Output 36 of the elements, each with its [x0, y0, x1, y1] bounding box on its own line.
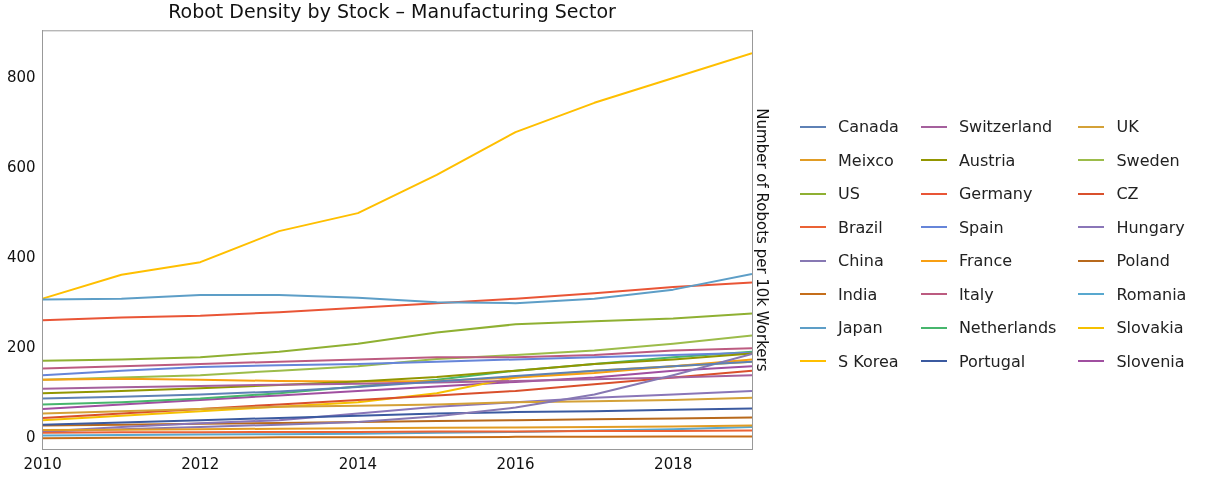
- x-tick-label: 2016: [496, 454, 535, 473]
- legend-label: Poland: [1116, 251, 1170, 271]
- legend-label: France: [958, 251, 1013, 271]
- legend-label: CZ: [1116, 184, 1139, 204]
- y-tick-label: 600: [6, 157, 36, 176]
- legend-label: Slovakia: [1116, 318, 1184, 338]
- legend-label: Germany: [958, 184, 1033, 204]
- legend-label: China: [838, 251, 884, 271]
- y-tick-label: 800: [6, 67, 36, 86]
- legend-label: Canada: [838, 117, 899, 137]
- x-tick-label: 2010: [23, 454, 62, 473]
- legend-label: Italy: [958, 284, 994, 304]
- legend-label: US: [838, 184, 860, 204]
- x-tick-label: 2012: [181, 454, 220, 473]
- x-tick-label: 2018: [654, 454, 693, 473]
- legend-label: S Korea: [838, 351, 899, 371]
- legend-label: Sweden: [1116, 150, 1180, 170]
- y-tick-label: 200: [6, 338, 36, 357]
- legend-label: Spain: [958, 217, 1004, 237]
- y-tick-label: 0: [26, 428, 36, 447]
- legend-label: Portugal: [958, 351, 1026, 371]
- y-axis-title: Number of Robots per 10k Workers: [753, 108, 772, 372]
- legend-label: UK: [1116, 117, 1139, 137]
- legend-label: Hungary: [1116, 217, 1185, 237]
- legend-label: Japan: [838, 318, 883, 338]
- legend-label: Romania: [1116, 284, 1187, 304]
- x-tick-label: 2014: [338, 454, 377, 473]
- legend-label: Switzerland: [958, 117, 1053, 137]
- legend-label: Brazil: [838, 217, 883, 237]
- y-tick-label: 400: [6, 248, 36, 267]
- legend-label: Meixco: [838, 150, 894, 170]
- chart-title: Robot Density by Stock – Manufacturing Sector: [168, 0, 616, 23]
- legend-label: Slovenia: [1116, 351, 1185, 371]
- legend-label: India: [838, 284, 878, 304]
- legend-label: Netherlands: [958, 318, 1057, 338]
- legend-label: Austria: [958, 150, 1016, 170]
